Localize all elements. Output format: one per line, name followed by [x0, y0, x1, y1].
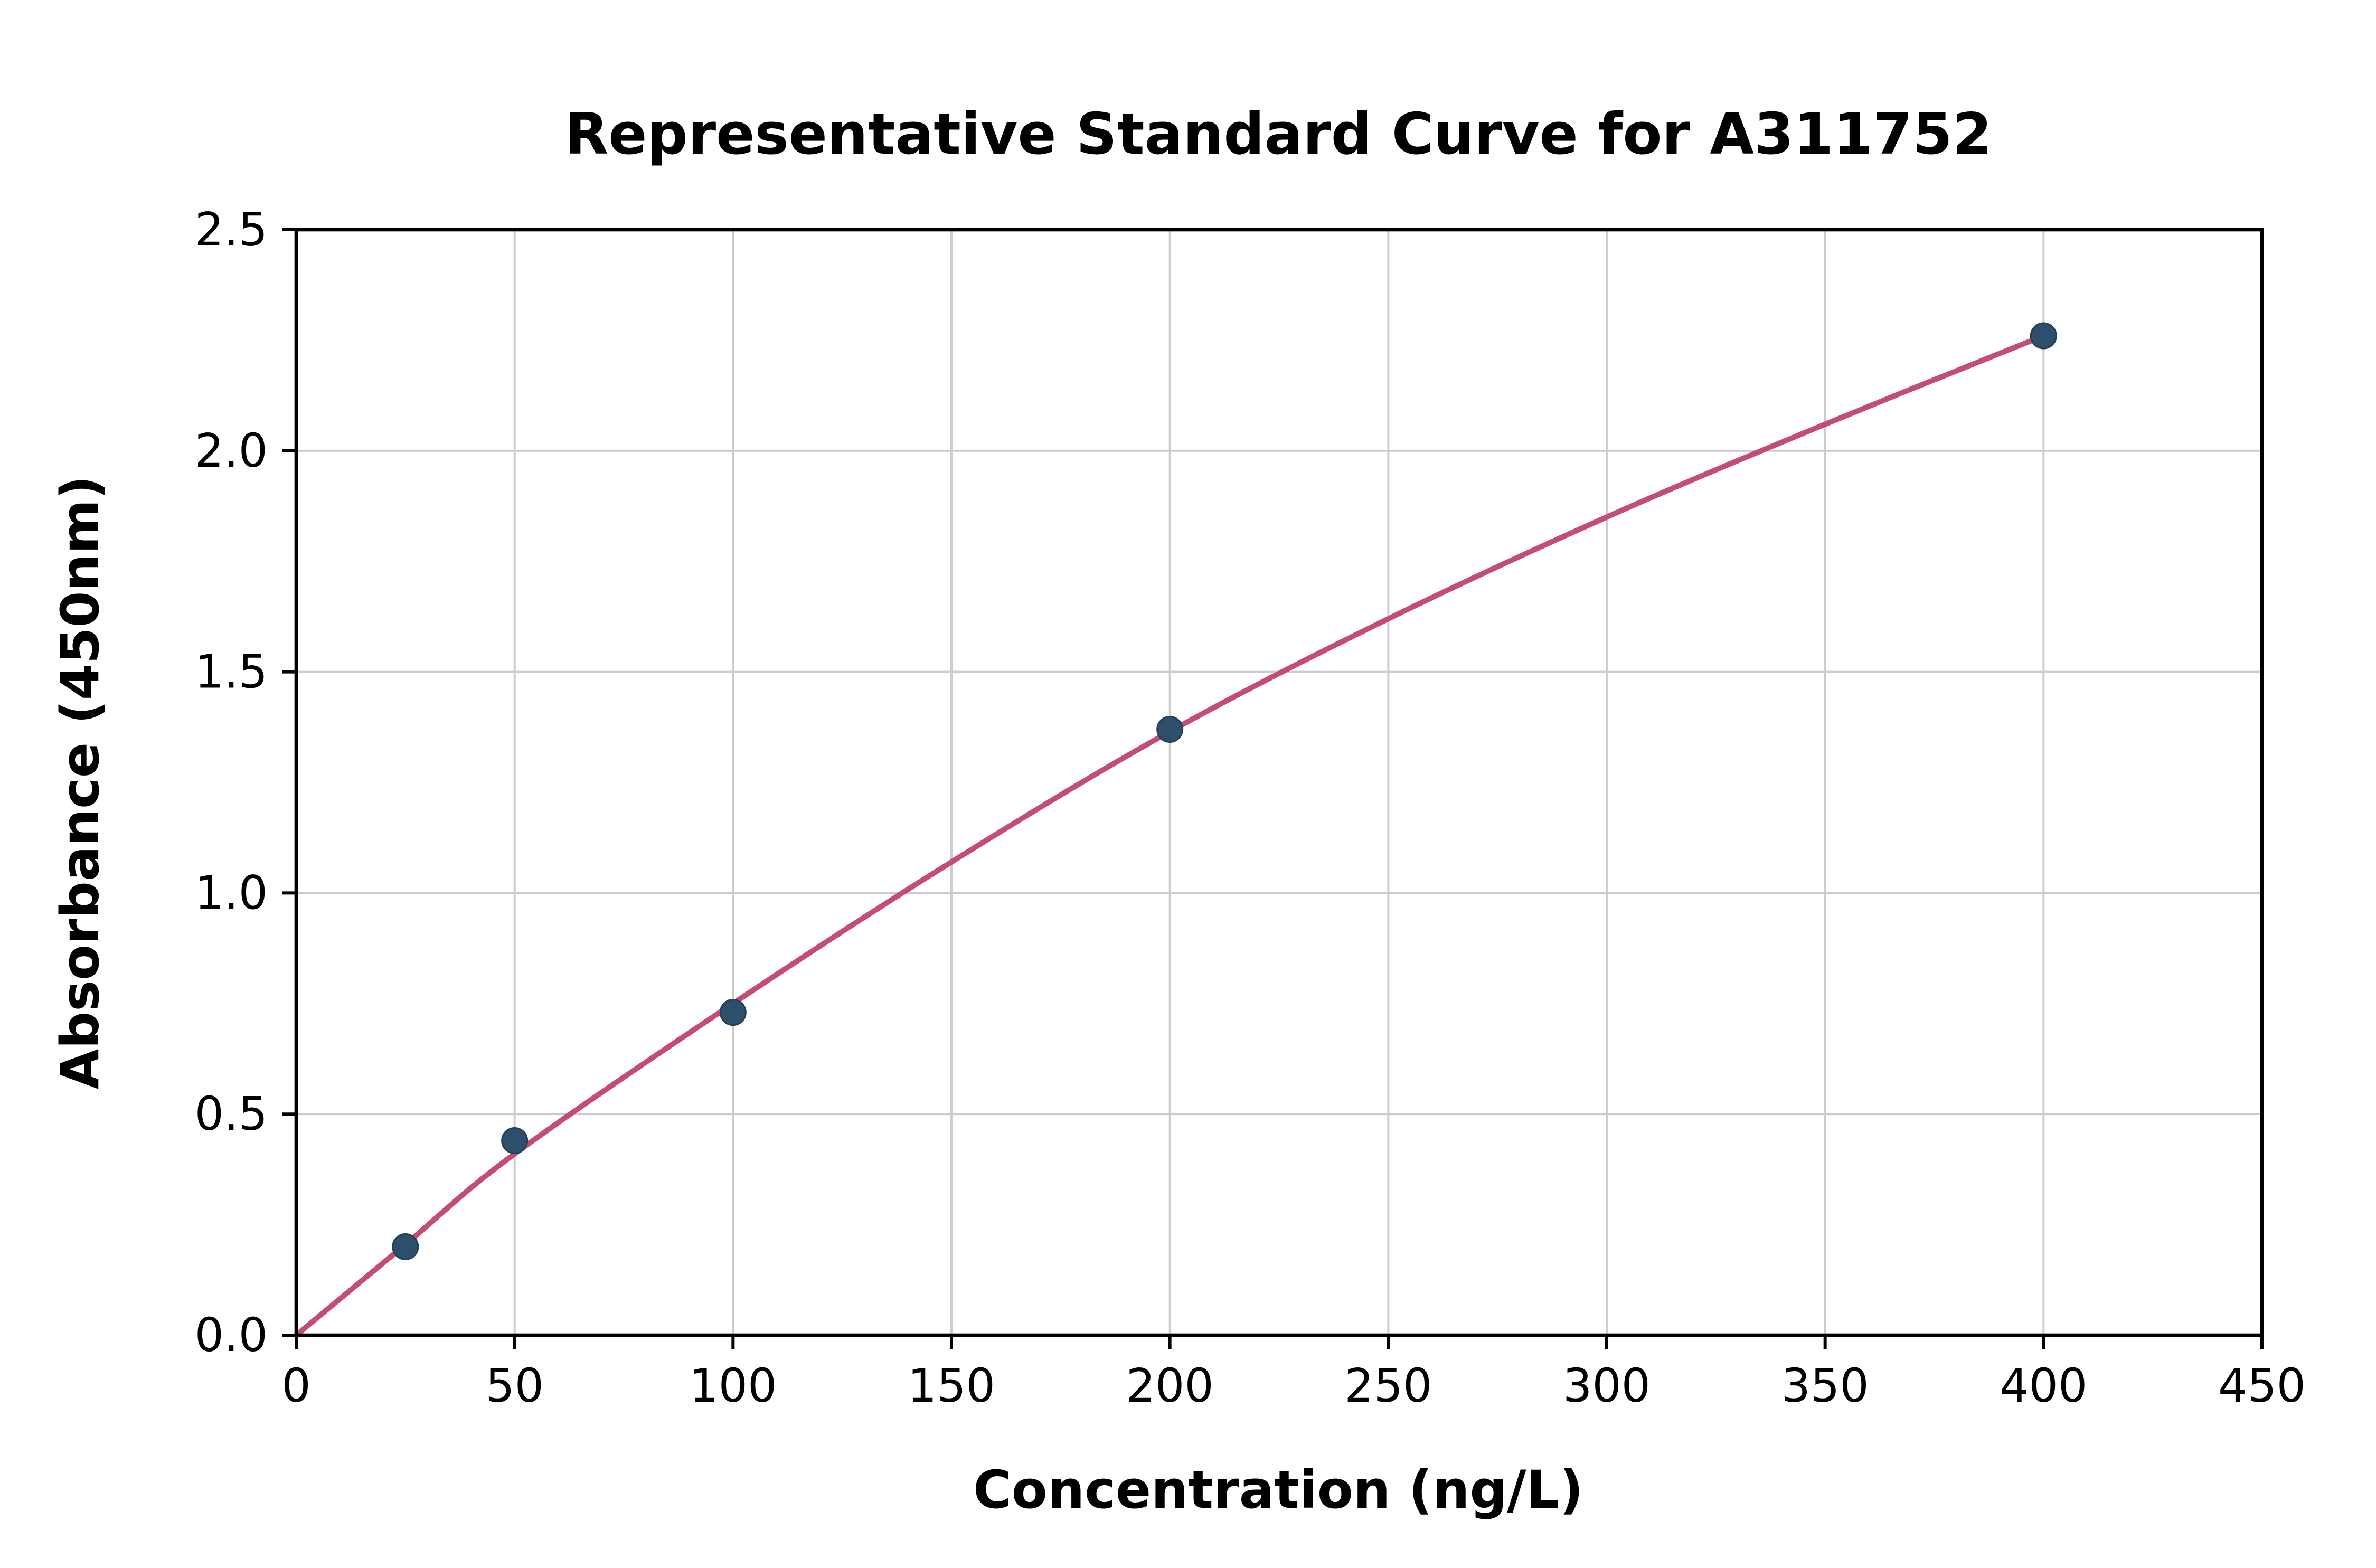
plot-border [294, 228, 2264, 1337]
data-point [1156, 715, 1184, 743]
y-tick-label: 1.0 [195, 866, 268, 920]
x-tick-label: 350 [1781, 1359, 1869, 1413]
x-tick-label: 400 [2000, 1359, 2087, 1413]
fit-curve [293, 333, 2047, 1338]
data-point [2030, 322, 2057, 350]
y-tick-label: 0.5 [195, 1087, 268, 1141]
y-tick-label: 1.5 [195, 645, 268, 699]
x-tick-label: 300 [1563, 1359, 1651, 1413]
y-tick-label: 2.0 [195, 424, 268, 478]
axes-layer [294, 228, 2264, 1337]
ticks-layer: 0 50 100 150 200 250 300 350 400 450 0.0 0.5 1.0 1.5 2… [195, 203, 2306, 1413]
y-tick-label: 0.0 [195, 1308, 268, 1362]
y-axis-label: Absorbance (450nm) [50, 476, 111, 1089]
x-tick-label: 0 [281, 1359, 310, 1413]
data-point [501, 1127, 529, 1154]
x-tick-label: 100 [689, 1359, 777, 1413]
x-axis-label: Concentration (ng/L) [973, 1460, 1583, 1520]
x-tick-label: 450 [2218, 1359, 2306, 1413]
x-tick-label: 250 [1344, 1359, 1432, 1413]
data-point [392, 1233, 419, 1260]
curve-layer [293, 333, 2047, 1338]
points-layer [392, 322, 2057, 1260]
x-tick-label: 200 [1126, 1359, 1214, 1413]
chart-title: Representative Standard Curve for A31175… [564, 101, 1992, 167]
data-point [719, 999, 747, 1026]
x-tick-label: 150 [908, 1359, 995, 1413]
x-tick-label: 50 [485, 1359, 544, 1413]
y-tick-label: 2.5 [195, 203, 268, 257]
